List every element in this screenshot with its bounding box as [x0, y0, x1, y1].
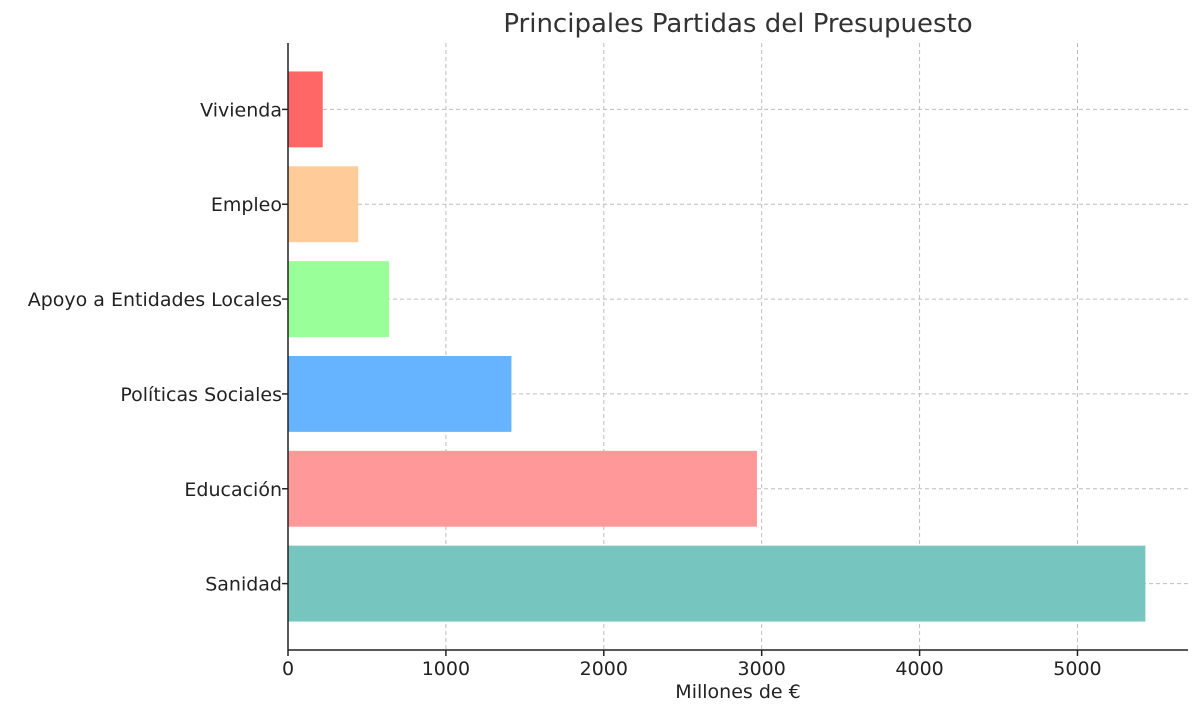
x-tick-label: 0: [282, 658, 294, 680]
x-axis-label: Millones de €: [675, 681, 800, 703]
axes: [287, 43, 1188, 651]
bar: [288, 450, 757, 527]
bars: [288, 71, 1146, 622]
bar: [288, 355, 512, 432]
bar: [288, 71, 323, 148]
y-tick-label: Sanidad: [205, 574, 282, 596]
x-tick-label: 1000: [422, 658, 470, 680]
x-tick-label: 5000: [1053, 658, 1101, 680]
y-tick-label: Políticas Sociales: [120, 384, 282, 406]
x-tick-label: 3000: [738, 658, 786, 680]
y-tick-label: Vivienda: [200, 99, 282, 121]
y-tick-label: Educación: [184, 479, 282, 501]
chart-title: Principales Partidas del Presupuesto: [503, 9, 972, 39]
ticks: 0 1000 2000 3000 4000 5000 Sanidad Educación Pol…: [28, 99, 1102, 680]
y-tick-label: Apoyo a Entidades Locales: [28, 289, 282, 311]
x-tick-label: 2000: [580, 658, 628, 680]
bar: [288, 545, 1146, 622]
bar: [288, 166, 359, 243]
x-tick-label: 4000: [895, 658, 943, 680]
y-tick-label: Empleo: [211, 194, 282, 216]
bar: [288, 261, 390, 338]
